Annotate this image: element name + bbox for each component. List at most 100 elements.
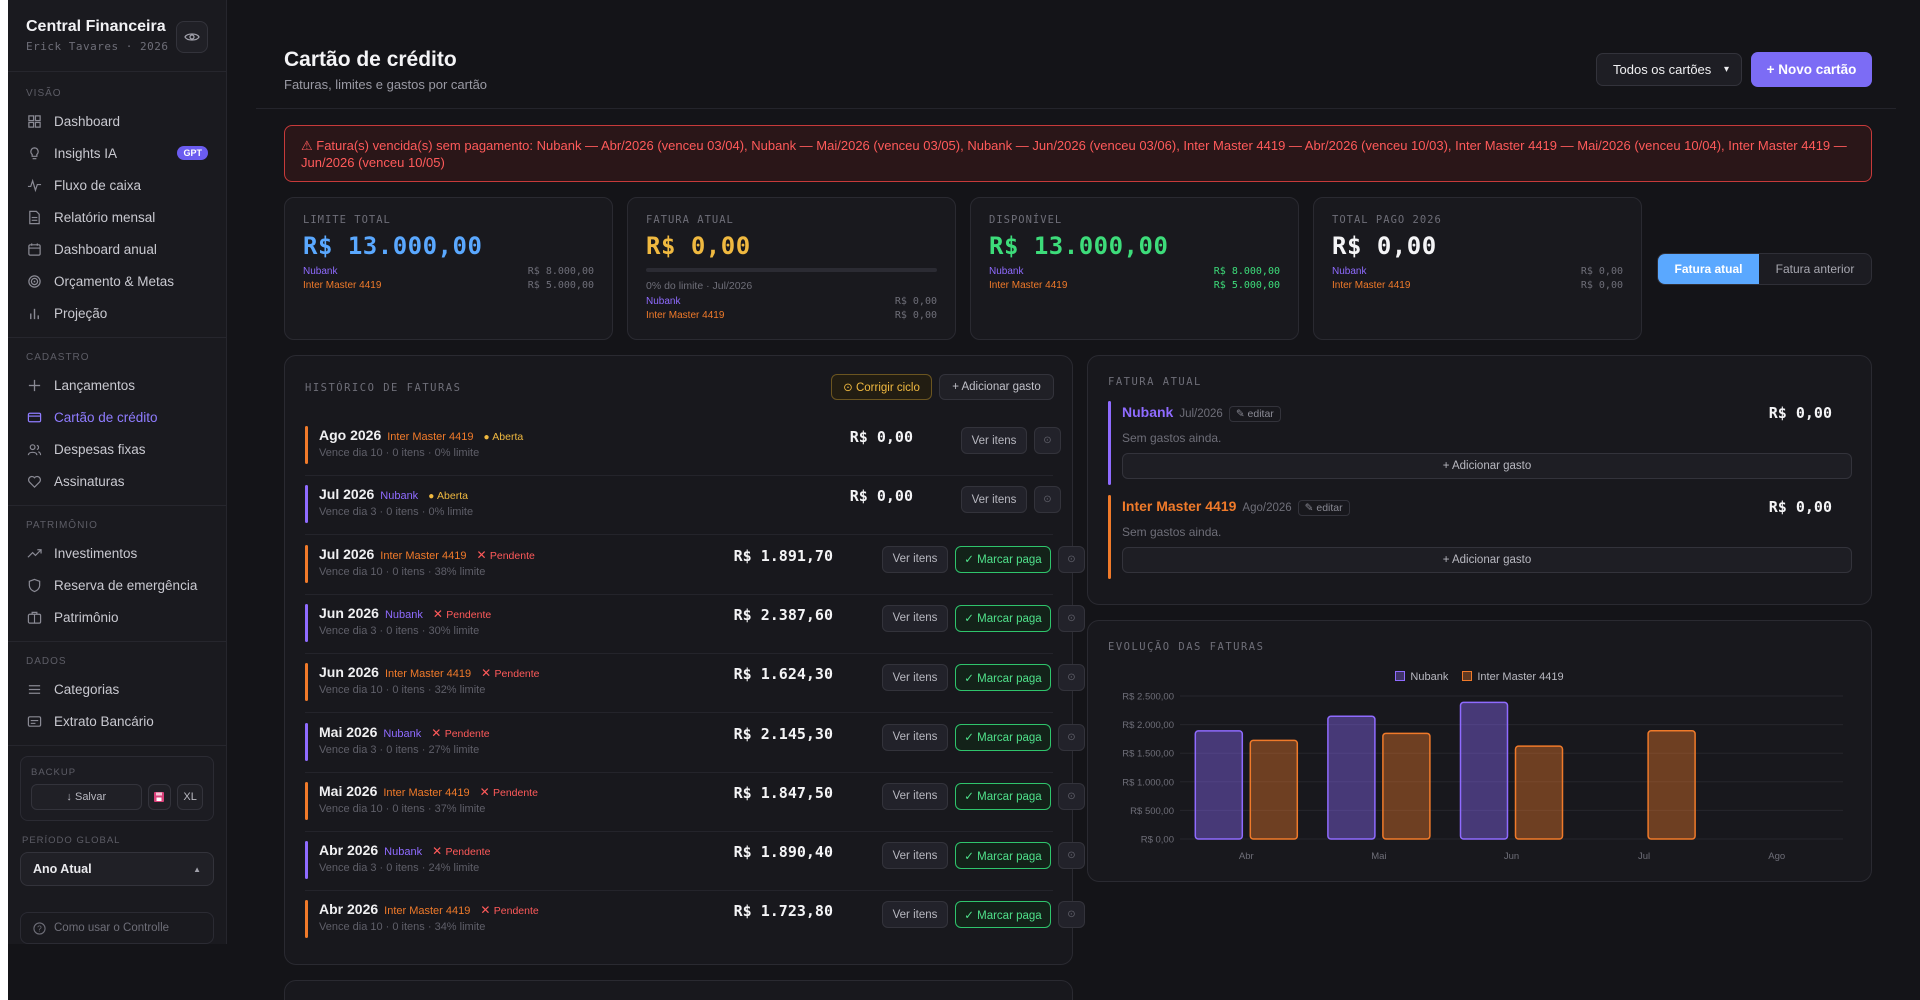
sidebar-item-or-amento-metas[interactable]: Orçamento & Metas [8,265,226,297]
sidebar-item-patrim-nio[interactable]: Patrimônio [8,601,226,633]
mark-paid-button[interactable]: ✓ Marcar paga [955,782,1051,810]
view-items-button[interactable]: Ver itens [882,664,948,692]
card-name: Nubank [1122,404,1174,420]
chart-bar-inter-master-4419[interactable] [1249,739,1299,840]
sidebar-item-despesas-fixas[interactable]: Despesas fixas [8,433,226,465]
floppy-icon[interactable] [147,784,172,810]
mark-paid-button[interactable]: ✓ Marcar paga [955,842,1051,870]
add-expense-button[interactable]: + Adicionar gasto [939,374,1054,400]
view-items-button[interactable]: Ver itens [961,486,1027,514]
add-expense-button[interactable]: + Adicionar gasto [1122,453,1852,479]
row-options-icon[interactable]: ⊙ [1058,842,1085,870]
row-options-icon[interactable]: ⊙ [1034,427,1061,454]
chart-bar-nubank[interactable] [1327,715,1376,840]
legend-item: Nubank [1395,671,1448,683]
kpi-card-row: Inter Master 4419 R$ 5.000,00 [989,280,1280,291]
row-options-icon[interactable]: ⊙ [1034,486,1061,514]
view-items-button[interactable]: Ver itens [882,782,948,810]
sidebar-item-reserva-de-emerg-ncia[interactable]: Reserva de emergência [8,569,226,601]
view-items-button[interactable]: Ver itens [882,723,948,751]
invoice-meta: Vence dia 10 · 0 itens · 32% limite [319,684,486,697]
invoice-status-label: Aberta [492,431,524,443]
invoice-color-bar [305,722,308,761]
view-items-button[interactable]: Ver itens [882,842,948,870]
x-tick-label: Abr [1239,851,1254,862]
previous-invoice-tab[interactable]: Fatura anterior [1775,262,1855,276]
invoice-amount: R$ 2.145,30 [733,724,833,743]
edit-period-button[interactable]: ✎ editar [1228,406,1281,422]
main-content: Cartão de crédito Faturas, limites e gas… [256,0,1896,1000]
toggle-visibility-button[interactable] [176,21,208,53]
save-backup-button[interactable]: ↓ Salvar [31,784,142,810]
row-options-icon[interactable]: ⊙ [1058,604,1085,632]
sidebar-item-label: Projeção [54,305,108,321]
invoice-meta: Vence dia 3 · 0 itens · 0% limite [319,506,474,519]
y-tick-label: R$ 0,00 [1141,835,1174,846]
sidebar-item-dashboard-anual[interactable]: Dashboard anual [8,233,226,265]
invoice-month: Jul 2026 Inter Master 4419 ✕ Pendente [319,546,535,562]
mark-paid-button[interactable]: ✓ Marcar paga [955,664,1051,692]
fix-cycle-button[interactable]: ⊙ Corrigir ciclo [831,374,932,400]
invoice-status: ✕ Pendente [432,844,490,858]
kpi-row-amount: R$ 0,00 [894,296,937,307]
sidebar-header: Central Financeira Erick Tavares · 2026 [8,0,226,72]
invoice-status: ✕ Pendente [481,666,539,680]
row-options-icon[interactable]: ⊙ [1058,664,1085,692]
sidebar-item-insights-ia[interactable]: Insights IA GPT [8,137,226,169]
row-options-icon[interactable]: ⊙ [1058,723,1085,751]
shield-icon [26,577,42,593]
row-options-icon[interactable]: ⊙ [1058,545,1085,573]
x-tick-label: Jun [1504,851,1519,862]
sidebar-item-fluxo-de-caixa[interactable]: Fluxo de caixa [8,169,226,201]
sidebar-item-label: Fluxo de caixa [54,177,142,193]
export-xl-button[interactable]: XL [177,784,203,810]
add-expense-button[interactable]: + Adicionar gasto [1122,547,1852,573]
new-card-button[interactable]: + Novo cartão [1751,52,1872,87]
sidebar-item-extrato-banc-rio[interactable]: Extrato Bancário [8,705,226,737]
sidebar-item-categorias[interactable]: Categorias [8,673,226,705]
chart-bar-inter-master-4419[interactable] [1514,745,1564,840]
invoice-amount: R$ 0,00 [849,428,913,446]
sidebar-item-assinaturas[interactable]: Assinaturas [8,465,226,497]
row-options-icon[interactable]: ⊙ [1058,782,1085,810]
sidebar-item-relat-rio-mensal[interactable]: Relatório mensal [8,201,226,233]
sidebar-item-investimentos[interactable]: Investimentos [8,537,226,569]
gpt-badge: GPT [177,146,208,160]
row-options-icon[interactable]: ⊙ [1058,901,1085,929]
mark-paid-button[interactable]: ✓ Marcar paga [955,901,1051,929]
help-link[interactable]: ? Como usar o Controlle [20,912,214,944]
kpi-row-amount: R$ 0,00 [894,310,937,321]
periodo-select[interactable]: Ano Atual ▲ [20,852,214,886]
view-items-button[interactable]: Ver itens [882,545,948,573]
invoice-month-label: Jun 2026 [319,664,379,681]
current-invoice-card-title: Nubank Jul/2026 ✎ editar [1122,404,1281,422]
kpi-row-card: Nubank [646,296,681,307]
view-items-button[interactable]: Ver itens [961,427,1027,454]
invoice-month: Jun 2026 Inter Master 4419 ✕ Pendente [319,664,540,680]
svg-text:?: ? [37,923,42,933]
invoice-meta: Vence dia 3 · 0 itens · 27% limite [319,743,480,756]
chart-bar-inter-master-4419[interactable] [1382,732,1431,840]
sidebar-item-dashboard[interactable]: Dashboard [8,105,226,137]
edit-period-button[interactable]: ✎ editar [1297,500,1350,516]
view-items-button[interactable]: Ver itens [882,901,948,929]
sidebar-item-proje-o[interactable]: Projeção [8,297,226,329]
mark-paid-button[interactable]: ✓ Marcar paga [955,723,1051,751]
sidebar-item-label: Investimentos [54,545,138,561]
view-items-button[interactable]: Ver itens [882,604,948,632]
pulse-icon [26,177,42,193]
chart-bar-inter-master-4419[interactable] [1647,730,1696,840]
plus-icon [26,377,42,393]
mark-paid-button[interactable]: ✓ Marcar paga [955,604,1051,632]
chart-bar-nubank[interactable] [1459,701,1509,840]
current-invoice-tab[interactable]: Fatura atual [1658,254,1759,284]
sidebar-item-label: Despesas fixas [54,441,146,457]
sidebar-item-cart-o-de-cr-dito[interactable]: Cartão de crédito [8,401,226,433]
sidebar-item-lan-amentos[interactable]: Lançamentos [8,369,226,401]
y-tick-label: R$ 500,00 [1130,806,1174,817]
card-filter-select[interactable]: Todos os cartões ▾ [1596,53,1742,86]
chart-bar-nubank[interactable] [1194,730,1244,840]
invoice-month-label: Abr 2026 [319,842,379,859]
open-dot-icon: ● [483,432,493,443]
mark-paid-button[interactable]: ✓ Marcar paga [955,545,1051,573]
